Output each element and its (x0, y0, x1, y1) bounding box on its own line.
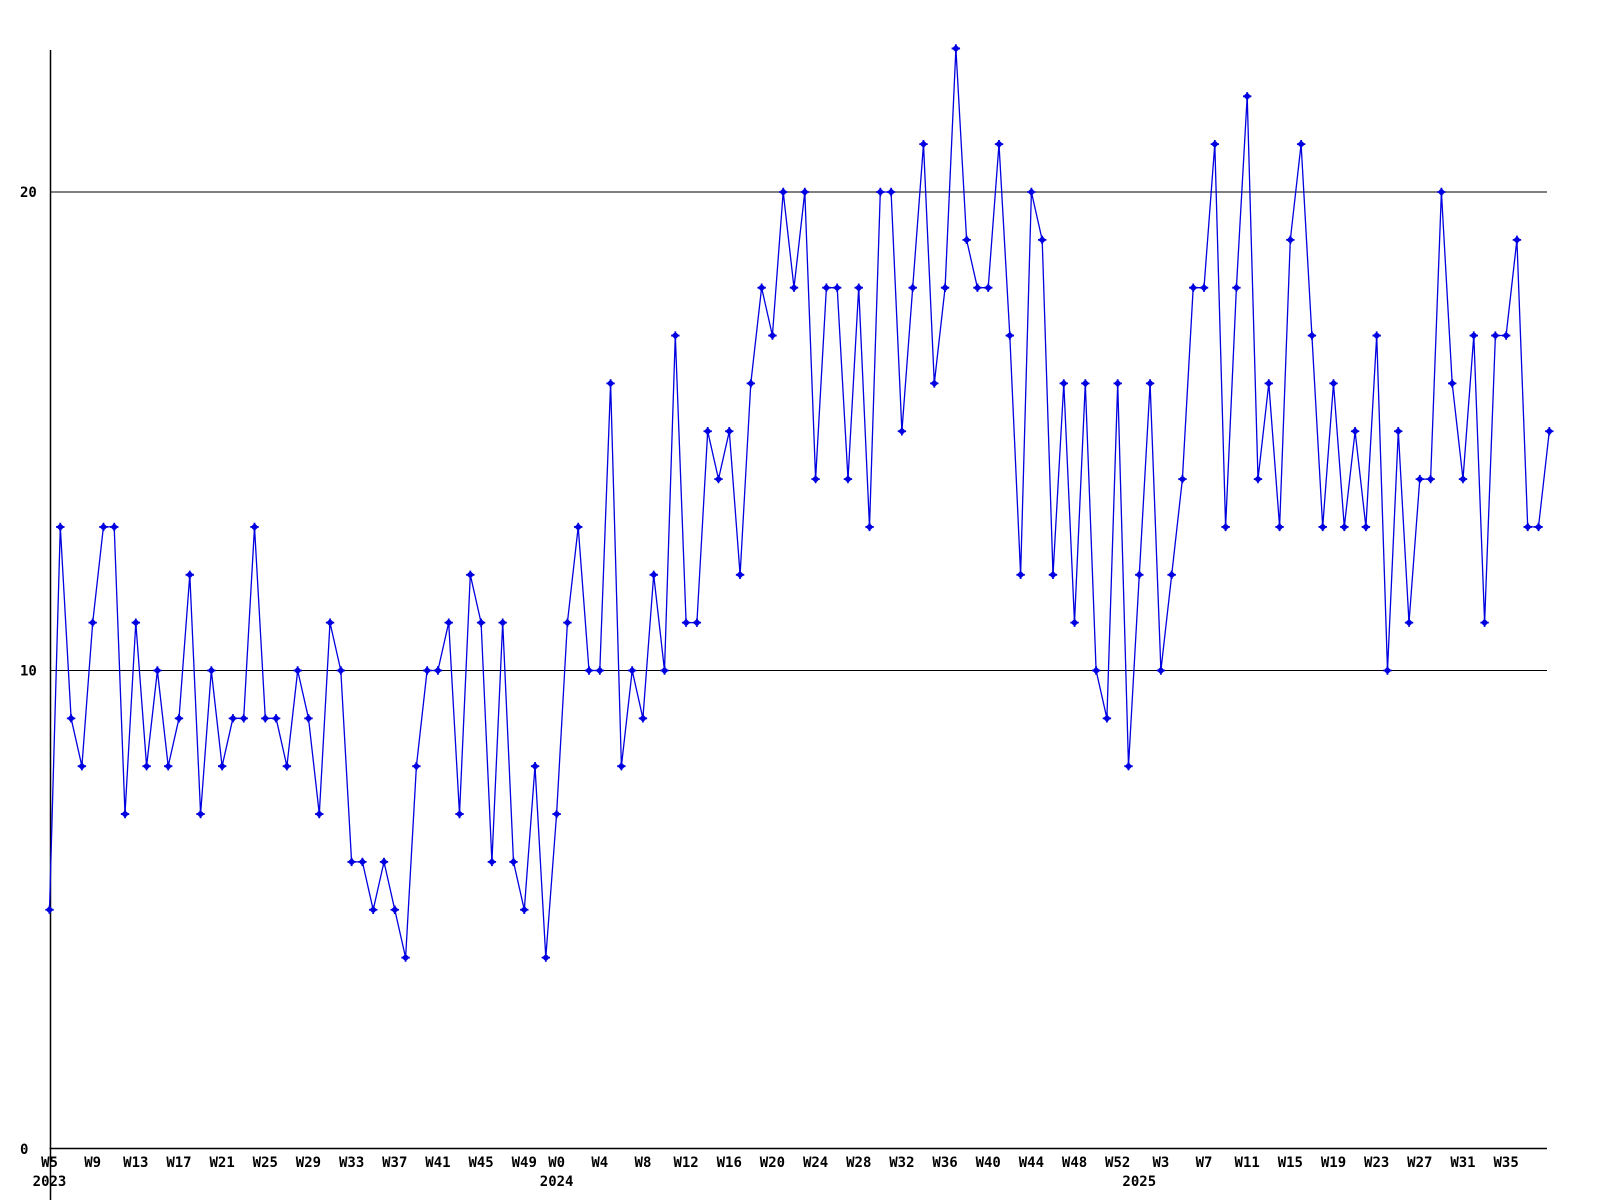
y-tick-label: 0 (20, 1142, 28, 1158)
x-tick-label: W28 (846, 1155, 871, 1171)
x-tick-label: W9 (84, 1155, 101, 1171)
x-tick-label: W7 (1196, 1155, 1213, 1171)
x-tick-label: W11 (1235, 1155, 1260, 1171)
x-tick-label: W41 (425, 1155, 450, 1171)
x-tick-label: W25 (253, 1155, 278, 1171)
x-tick-label: W8 (635, 1155, 652, 1171)
x-tick-label: W5 (41, 1155, 58, 1171)
x-tick-label: W36 (932, 1155, 957, 1171)
x-tick-label: W31 (1450, 1155, 1475, 1171)
x-tick-label: W20 (760, 1155, 785, 1171)
x-tick-label: W33 (339, 1155, 364, 1171)
x-tick-label: W45 (468, 1155, 493, 1171)
x-tick-label: W52 (1105, 1155, 1130, 1171)
x-year-label: 2024 (540, 1174, 574, 1190)
x-tick-label: W49 (512, 1155, 537, 1171)
x-tick-label: W27 (1407, 1155, 1432, 1171)
x-tick-label: W29 (296, 1155, 321, 1171)
x-tick-label: W32 (889, 1155, 914, 1171)
x-tick-label: W48 (1062, 1155, 1087, 1171)
x-tick-label: W23 (1364, 1155, 1389, 1171)
x-tick-label: W13 (123, 1155, 148, 1171)
x-tick-label: W19 (1321, 1155, 1346, 1171)
x-tick-label: W35 (1494, 1155, 1519, 1171)
x-tick-label: W40 (976, 1155, 1001, 1171)
x-tick-label: W37 (382, 1155, 407, 1171)
data-point-markers (45, 44, 1554, 962)
x-tick-label: W12 (673, 1155, 698, 1171)
x-tick-label: W17 (166, 1155, 191, 1171)
x-tick-label: W0 (548, 1155, 565, 1171)
x-tick-label: W15 (1278, 1155, 1303, 1171)
x-tick-label: W21 (209, 1155, 234, 1171)
x-tick-label: W4 (591, 1155, 608, 1171)
x-tick-label: W44 (1019, 1155, 1044, 1171)
data-series-line (48, 47, 1550, 959)
y-tick-label: 20 (20, 185, 37, 201)
x-tick-label: W16 (717, 1155, 742, 1171)
x-year-label: 2023 (33, 1174, 67, 1190)
x-tick-label: W3 (1152, 1155, 1169, 1171)
y-tick-label: 10 (20, 664, 37, 680)
x-tick-label: W24 (803, 1155, 828, 1171)
x-year-label: 2025 (1122, 1174, 1156, 1190)
